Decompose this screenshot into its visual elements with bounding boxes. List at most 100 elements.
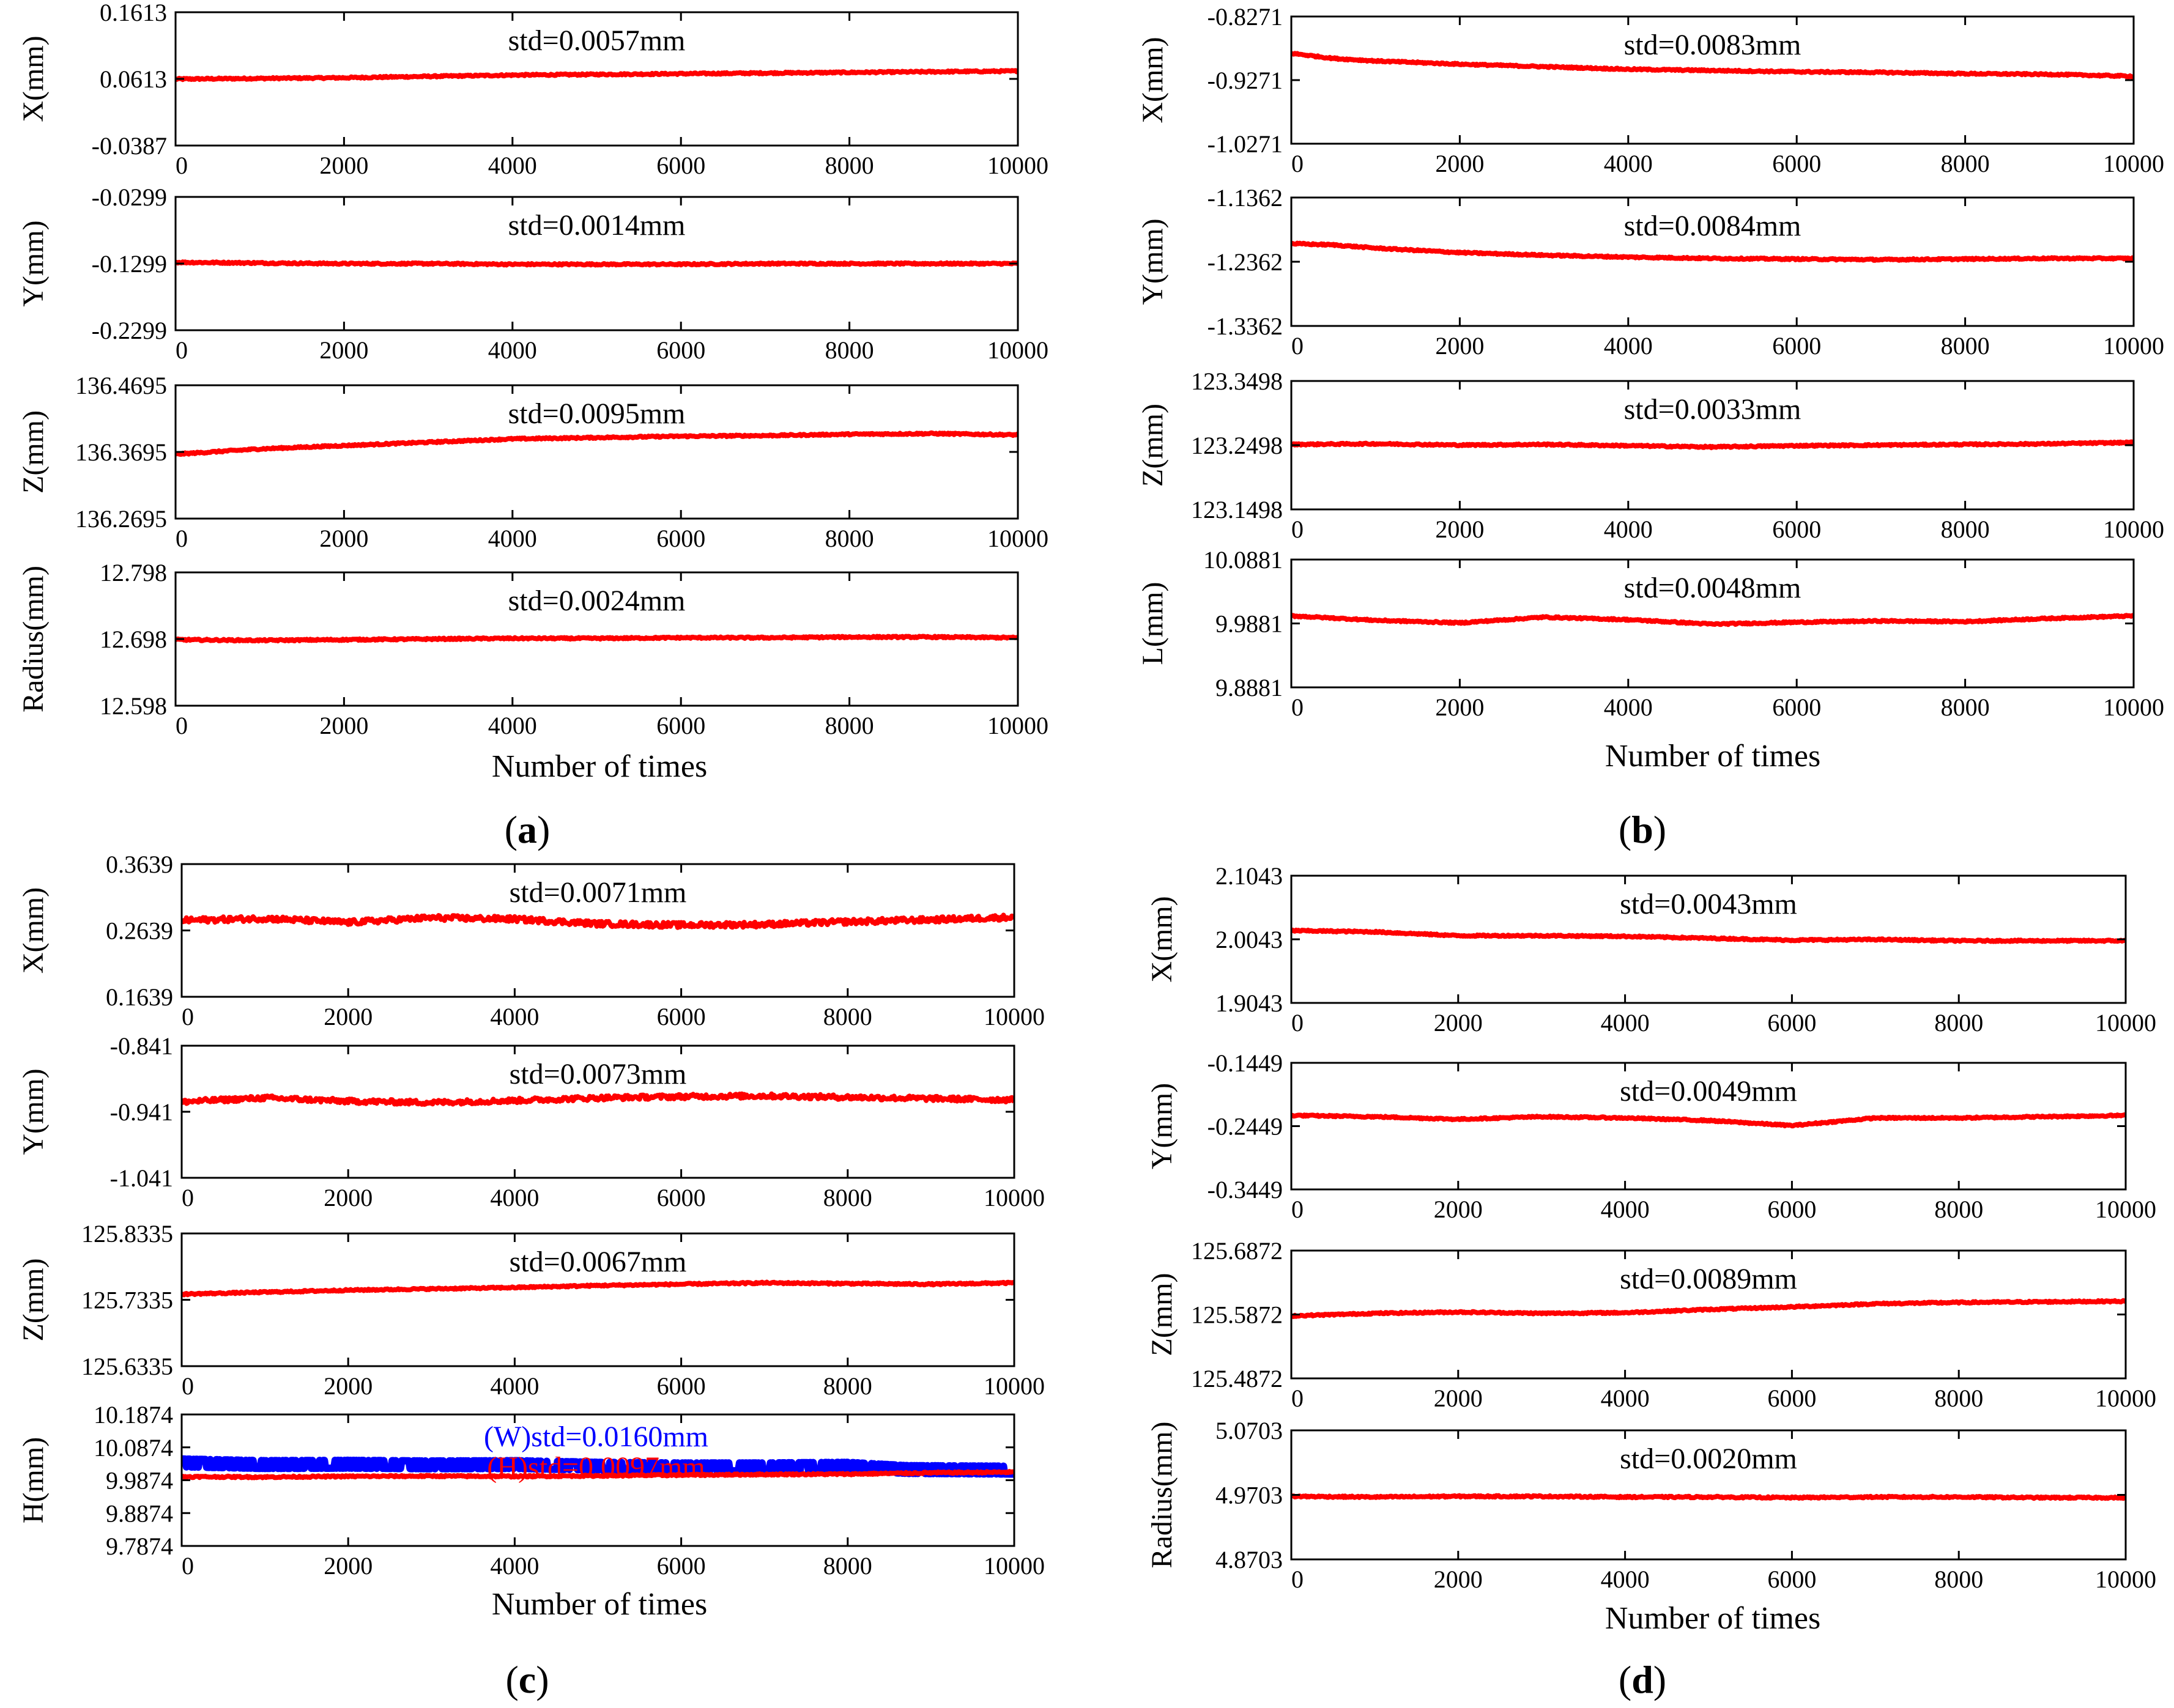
- series-line-y: [1291, 240, 2134, 263]
- subplot-d-13: 0 2000 4000 6000 8000 10000 -0.1449 -0.2449 -0.3…: [1146, 1049, 2156, 1223]
- x-tick-label: 0: [182, 1184, 194, 1211]
- x-tick-label: 0: [1291, 1385, 1304, 1412]
- panel-label-d: (d): [1619, 1658, 1666, 1701]
- x-tick-label: 10000: [984, 1003, 1045, 1030]
- y-tick-label: 123.3498: [1191, 368, 1283, 395]
- y-axis-label: L(mm): [1137, 582, 1169, 665]
- x-tick-label: 8000: [1934, 1196, 1983, 1223]
- x-tick-label: 4000: [490, 1003, 539, 1030]
- std-annotation: std=0.0095mm: [508, 397, 686, 430]
- panel-label-b: (b): [1619, 808, 1666, 851]
- x-tick-label: 4000: [1601, 1566, 1650, 1593]
- y-tick-label: -0.9271: [1208, 67, 1283, 94]
- y-tick-label: 0.1639: [106, 983, 173, 1011]
- x-tick-label: 4000: [1604, 150, 1653, 177]
- x-tick-label: 8000: [1941, 516, 1990, 543]
- y-tick-label: -0.2299: [92, 317, 167, 344]
- series-line-radius: [1291, 1493, 2126, 1501]
- x-tick-label: 2000: [1435, 332, 1484, 360]
- std-annotation: std=0.0049mm: [1620, 1075, 1797, 1107]
- x-tick-label: 8000: [1941, 693, 1990, 721]
- x-tick-label: 8000: [1934, 1566, 1983, 1593]
- y-tick-label: 0.1613: [100, 0, 167, 26]
- x-tick-label: 10000: [2103, 332, 2164, 360]
- y-axis-label: X(mm): [17, 887, 50, 974]
- y-tick-label: 125.5872: [1191, 1301, 1283, 1329]
- x-tick-label: 2000: [324, 1184, 373, 1211]
- x-tick-label: 10000: [2095, 1196, 2156, 1223]
- x-tick-label: 6000: [657, 1372, 706, 1400]
- x-tick-label: 10000: [984, 1552, 1045, 1580]
- x-tick-label: 10000: [2103, 693, 2164, 721]
- x-tick-label: 8000: [823, 1184, 872, 1211]
- y-tick-label: 10.0874: [94, 1434, 173, 1462]
- x-tick-label: 6000: [1767, 1385, 1816, 1412]
- y-tick-label: -0.841: [110, 1032, 173, 1060]
- x-tick-label: 2000: [1435, 693, 1484, 721]
- x-tick-label: 4000: [490, 1372, 539, 1400]
- subplot-c-9: 0 2000 4000 6000 8000 10000 -0.841 -0.941 -1.041…: [17, 1032, 1045, 1211]
- x-tick-label: 4000: [1604, 516, 1653, 543]
- y-tick-label: 10.1874: [94, 1401, 173, 1429]
- x-tick-label: 10000: [987, 152, 1048, 179]
- subplot-b-6: 0 2000 4000 6000 8000 10000 123.3498 123.2498 12…: [1137, 368, 2164, 543]
- x-tick-label: 4000: [490, 1552, 539, 1580]
- x-tick-label: 10000: [987, 712, 1048, 739]
- y-axis-label: X(mm): [1146, 896, 1178, 982]
- subplot-b-4: 0 2000 4000 6000 8000 10000 -0.8271 -0.9271 -1.0…: [1137, 3, 2164, 177]
- y-tick-label: 125.7335: [81, 1287, 173, 1314]
- xlabel-d: Number of times: [1605, 1601, 1820, 1636]
- y-tick-label: -1.2362: [1208, 248, 1283, 276]
- y-tick-label: -0.1299: [92, 250, 167, 278]
- x-tick-label: 0: [1291, 1009, 1304, 1037]
- x-tick-label: 8000: [825, 525, 874, 552]
- series-line-z: [1291, 1298, 2126, 1319]
- y-tick-label: -0.2449: [1208, 1113, 1283, 1141]
- x-tick-label: 6000: [657, 1184, 706, 1211]
- y-tick-label: 136.4695: [75, 372, 167, 399]
- x-tick-label: 6000: [1767, 1566, 1816, 1593]
- y-tick-label: 12.798: [100, 559, 167, 586]
- x-tick-label: 0: [182, 1552, 194, 1580]
- series-line-y: [1291, 1112, 2126, 1129]
- x-tick-label: 2000: [319, 152, 368, 179]
- x-tick-label: 6000: [1772, 693, 1821, 721]
- x-tick-label: 0: [1291, 693, 1304, 721]
- xlabel-a: Number of times: [492, 749, 707, 784]
- y-tick-label: -0.1449: [1208, 1049, 1283, 1077]
- x-tick-label: 2000: [1434, 1566, 1483, 1593]
- series-line-l: [1291, 613, 2134, 627]
- series-line-x: [1291, 51, 2134, 79]
- series-line-x: [1291, 927, 2126, 944]
- x-tick-label: 8000: [825, 712, 874, 739]
- x-tick-label: 4000: [488, 336, 537, 364]
- x-tick-label: 2000: [1435, 516, 1484, 543]
- x-tick-label: 0: [176, 336, 188, 364]
- y-tick-label: -0.0387: [92, 132, 167, 160]
- y-tick-label: 2.1043: [1215, 862, 1283, 890]
- subplot-d-14: 0 2000 4000 6000 8000 10000 125.6872 125.5872 12…: [1146, 1237, 2156, 1412]
- series-line-h: [182, 1469, 1014, 1481]
- y-tick-label: -0.941: [110, 1098, 173, 1126]
- y-tick-label: 12.598: [100, 692, 167, 720]
- std-annotation: std=0.0014mm: [508, 209, 686, 242]
- y-axis-label: Radius(mm): [1146, 1422, 1178, 1569]
- std-annotation-w: (W)std=0.0160mm: [484, 1421, 708, 1453]
- x-tick-label: 10000: [2103, 516, 2164, 543]
- y-tick-label: -1.041: [110, 1164, 173, 1192]
- y-tick-label: -0.0299: [92, 183, 167, 211]
- x-tick-label: 6000: [1772, 150, 1821, 177]
- std-annotation-h: (H)std=0.0097mm: [487, 1451, 705, 1484]
- y-axis-label: Radius(mm): [17, 566, 50, 712]
- y-tick-label: -1.1362: [1208, 184, 1283, 212]
- x-tick-label: 0: [176, 525, 188, 552]
- x-tick-label: 6000: [656, 152, 705, 179]
- series-line-y: [176, 259, 1018, 268]
- y-tick-label: 2.0043: [1215, 926, 1283, 953]
- y-tick-label: 0.0613: [100, 65, 167, 93]
- y-tick-label: 0.3639: [106, 851, 173, 878]
- x-tick-label: 6000: [657, 1003, 706, 1030]
- x-tick-label: 8000: [1941, 150, 1990, 177]
- std-annotation: std=0.0083mm: [1624, 29, 1801, 61]
